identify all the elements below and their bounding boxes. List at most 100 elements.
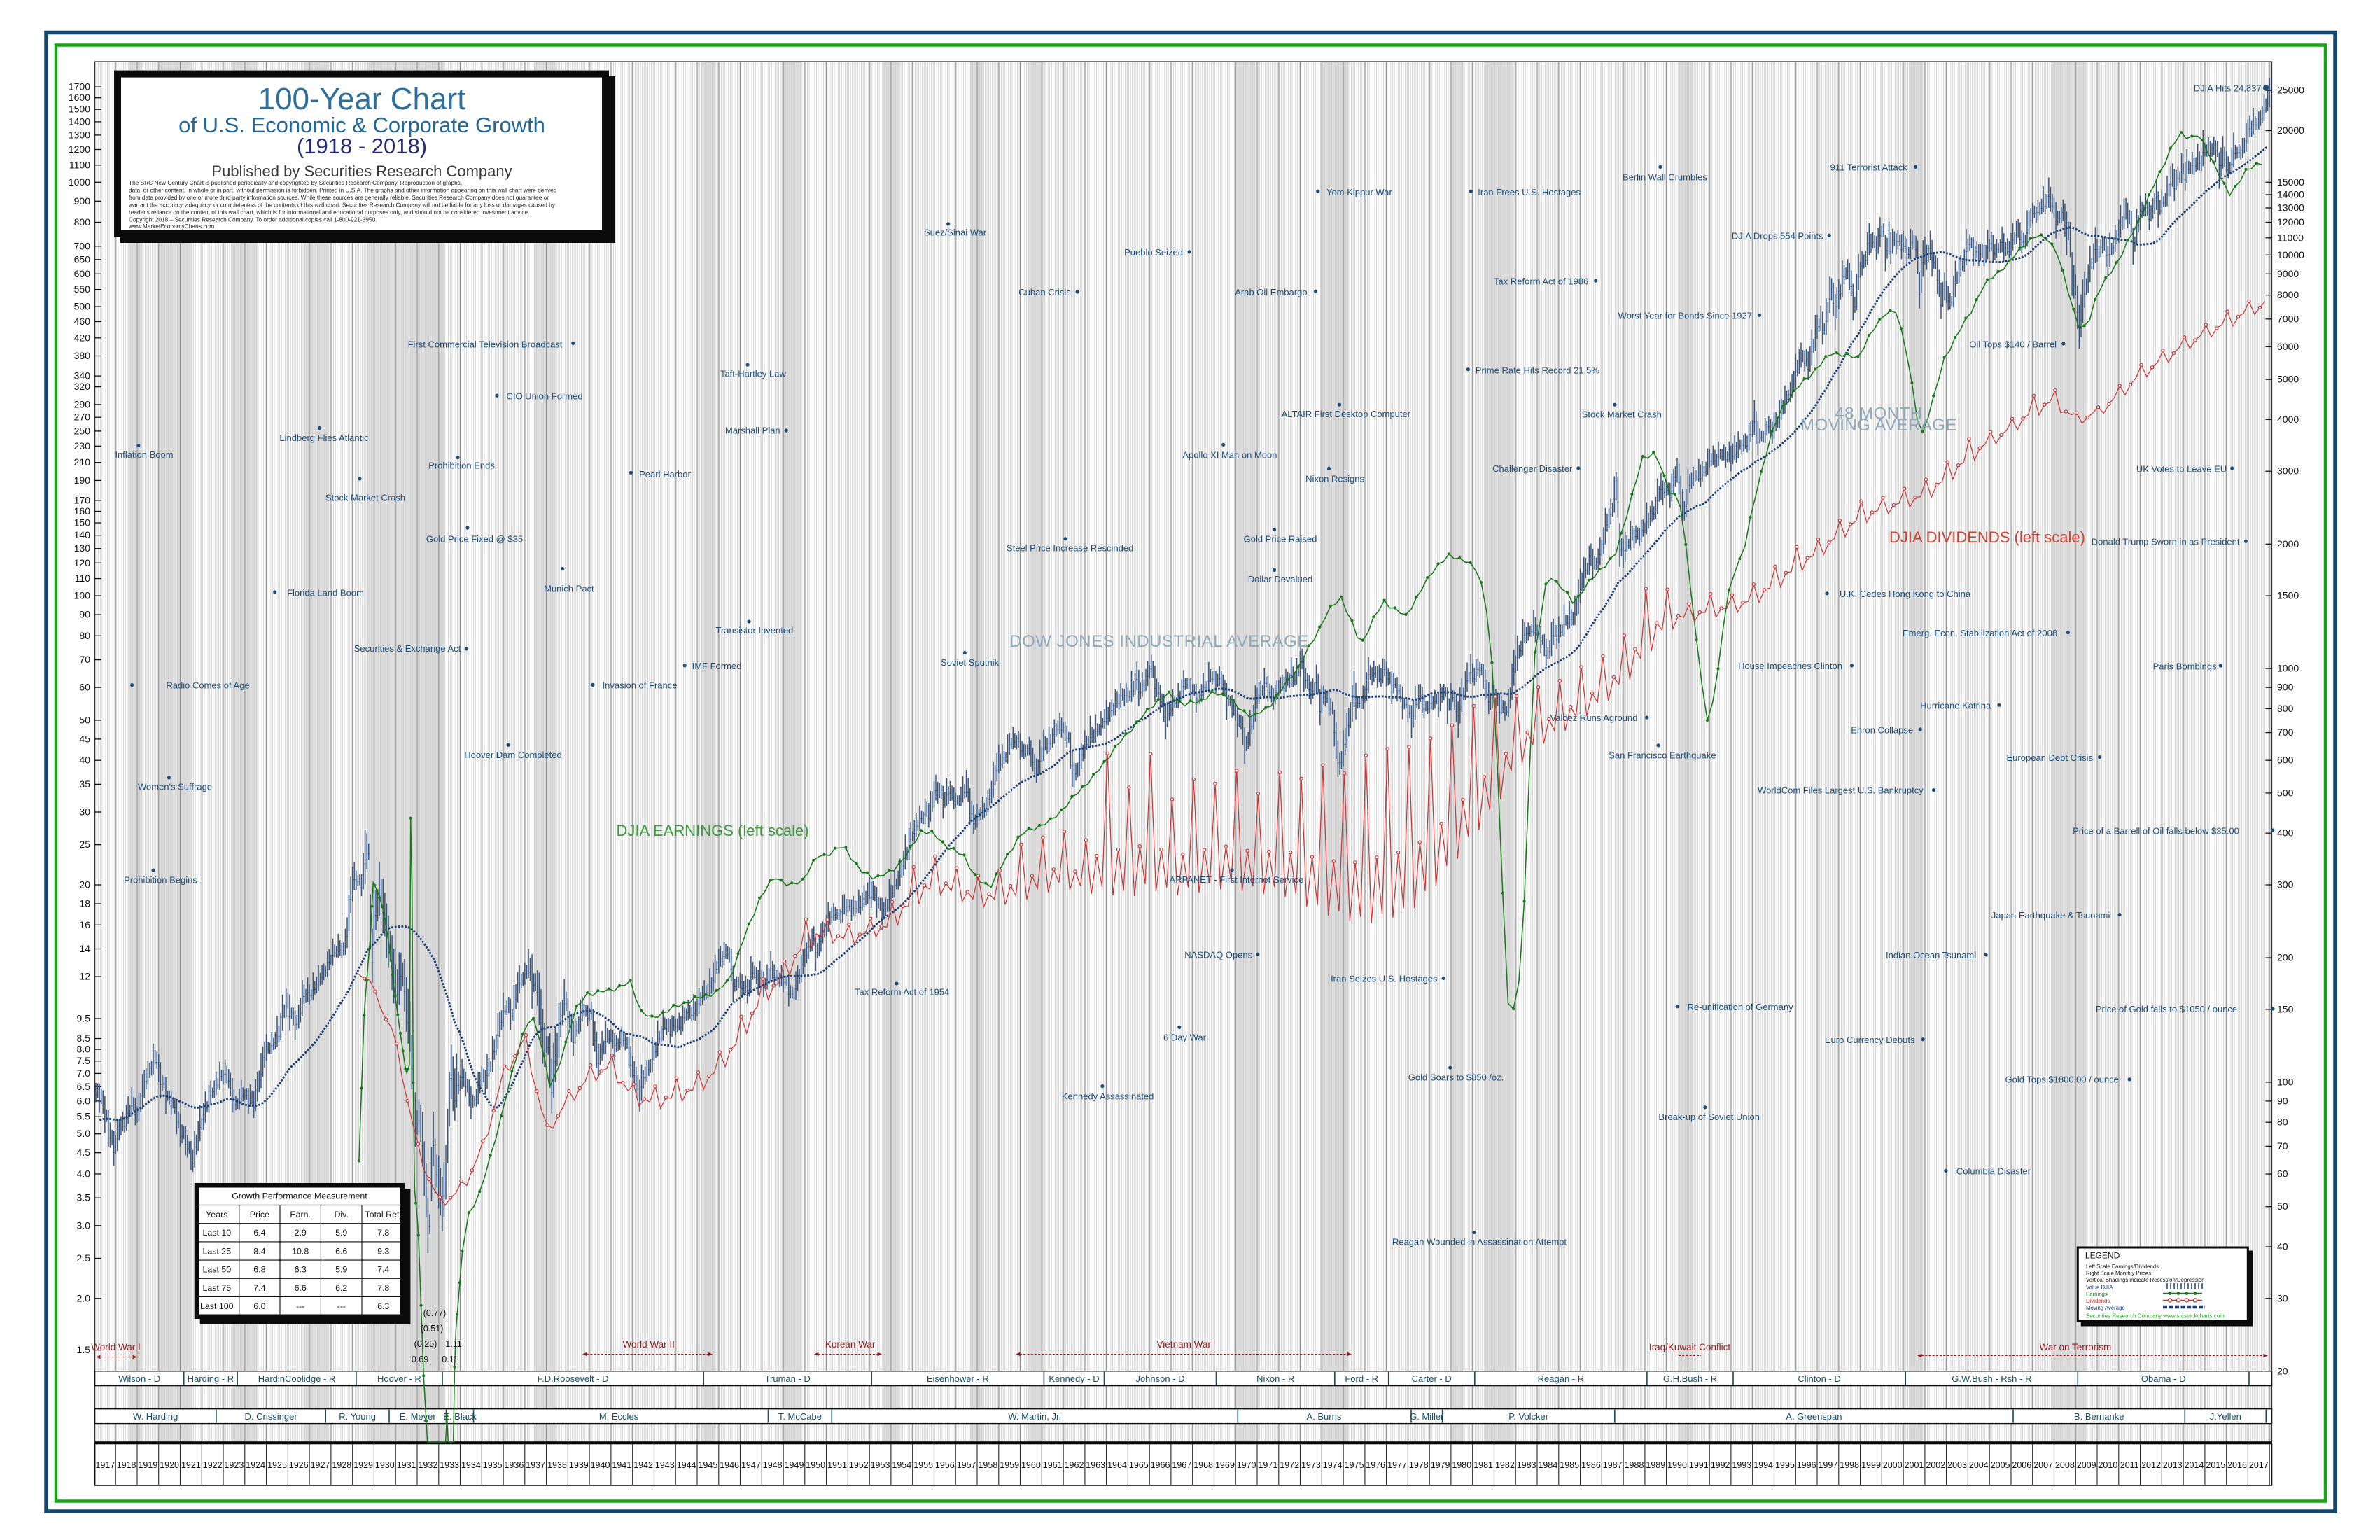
svg-text:600: 600 bbox=[74, 268, 91, 279]
svg-text:Ford - R: Ford - R bbox=[1345, 1373, 1378, 1384]
svg-text:ARPANET - First Internet Servi: ARPANET - First Internet Service bbox=[1170, 874, 1304, 885]
svg-text:1938: 1938 bbox=[547, 1460, 567, 1470]
svg-text:3.5: 3.5 bbox=[77, 1192, 91, 1203]
svg-text:Stock Market Crash: Stock Market Crash bbox=[1582, 410, 1662, 420]
svg-text:800: 800 bbox=[2277, 703, 2294, 714]
svg-text:1948: 1948 bbox=[763, 1460, 783, 1470]
svg-text:7.8: 7.8 bbox=[377, 1283, 389, 1293]
svg-text:4000: 4000 bbox=[2277, 414, 2299, 425]
svg-text:1956: 1956 bbox=[935, 1460, 955, 1470]
svg-text:1973: 1973 bbox=[1301, 1460, 1321, 1470]
svg-text:D. Crissinger: D. Crissinger bbox=[245, 1411, 298, 1422]
svg-text:World War II: World War II bbox=[623, 1339, 675, 1350]
svg-text:G.H.Bush - R: G.H.Bush - R bbox=[1663, 1373, 1717, 1384]
svg-text:Prohibition Begins: Prohibition Begins bbox=[124, 875, 197, 886]
svg-text:7.8: 7.8 bbox=[377, 1228, 389, 1238]
svg-text:Nixon - R: Nixon - R bbox=[1256, 1373, 1294, 1384]
svg-text:40: 40 bbox=[2277, 1241, 2288, 1252]
svg-text:W. Martin, Jr.: W. Martin, Jr. bbox=[1008, 1411, 1061, 1422]
svg-text:700: 700 bbox=[74, 240, 91, 251]
svg-text:Tax Reform Act of 1954: Tax Reform Act of 1954 bbox=[855, 987, 949, 997]
svg-text:2.0: 2.0 bbox=[77, 1292, 91, 1303]
svg-text:U.K. Cedes Hong Kong to China: U.K. Cedes Hong Kong to China bbox=[1840, 589, 1971, 599]
svg-text:M. Eccles: M. Eccles bbox=[599, 1411, 639, 1422]
svg-text:Indian Ocean Tsunami: Indian Ocean Tsunami bbox=[1886, 950, 1976, 960]
svg-text:Euro Currency Debuts: Euro Currency Debuts bbox=[1825, 1035, 1915, 1045]
svg-text:Worst Year for Bonds Since 192: Worst Year for Bonds Since 1927 bbox=[1618, 311, 1752, 321]
svg-text:Iran Seizes U.S. Hostages: Iran Seizes U.S. Hostages bbox=[1331, 974, 1438, 984]
svg-text:230: 230 bbox=[74, 440, 91, 451]
svg-text:Years: Years bbox=[206, 1210, 227, 1219]
svg-text:2002: 2002 bbox=[1926, 1460, 1945, 1470]
svg-text:1940: 1940 bbox=[591, 1460, 610, 1470]
svg-text:1933: 1933 bbox=[440, 1460, 459, 1470]
svg-text:Left Scale Earnings/Dividends: Left Scale Earnings/Dividends bbox=[2086, 1264, 2159, 1270]
svg-text:6.8: 6.8 bbox=[253, 1265, 265, 1275]
svg-text:35: 35 bbox=[79, 778, 90, 790]
svg-text:1500: 1500 bbox=[69, 104, 90, 115]
svg-text:5000: 5000 bbox=[2277, 374, 2299, 385]
svg-text:700: 700 bbox=[2277, 727, 2294, 738]
svg-text:Valdez Runs Aground: Valdez Runs Aground bbox=[1550, 713, 1638, 723]
svg-text:R. Young: R. Young bbox=[339, 1411, 376, 1422]
svg-text:25: 25 bbox=[79, 839, 90, 850]
svg-text:900: 900 bbox=[74, 195, 91, 206]
svg-text:460: 460 bbox=[74, 316, 91, 327]
svg-text:1943: 1943 bbox=[655, 1460, 675, 1470]
svg-text:6000: 6000 bbox=[2277, 341, 2299, 352]
svg-text:The SRC New Century Chart is p: The SRC New Century Chart is published p… bbox=[129, 179, 462, 186]
svg-text:Yom Kippur War: Yom Kippur War bbox=[1326, 187, 1392, 197]
svg-text:1994: 1994 bbox=[1754, 1460, 1773, 1470]
svg-text:1700: 1700 bbox=[69, 81, 90, 92]
svg-text:8.5: 8.5 bbox=[77, 1032, 91, 1044]
svg-text:1968: 1968 bbox=[1194, 1460, 1213, 1470]
svg-text:1964: 1964 bbox=[1107, 1460, 1127, 1470]
svg-text:2.5: 2.5 bbox=[77, 1252, 91, 1264]
svg-text:European Debt Crisis: European Debt Crisis bbox=[2007, 752, 2094, 763]
svg-text:1919: 1919 bbox=[138, 1460, 158, 1470]
svg-text:270: 270 bbox=[74, 412, 91, 423]
svg-text:1975: 1975 bbox=[1345, 1460, 1364, 1470]
svg-text:Steel Price Increase Rescinded: Steel Price Increase Rescinded bbox=[1007, 543, 1133, 554]
svg-text:1976: 1976 bbox=[1366, 1460, 1385, 1470]
svg-text:1925: 1925 bbox=[267, 1460, 287, 1470]
svg-text:1982: 1982 bbox=[1495, 1460, 1515, 1470]
svg-text:200: 200 bbox=[2277, 952, 2294, 963]
svg-text:20000: 20000 bbox=[2277, 125, 2304, 136]
svg-text:Iran Frees U.S. Hostages: Iran Frees U.S. Hostages bbox=[1478, 187, 1581, 197]
svg-text:4.5: 4.5 bbox=[77, 1147, 91, 1158]
svg-text:Munich Pact: Munich Pact bbox=[544, 584, 594, 594]
svg-text:Gold Price Fixed @ $35: Gold Price Fixed @ $35 bbox=[426, 534, 523, 545]
svg-text:5.9: 5.9 bbox=[335, 1265, 347, 1275]
svg-text:8.0: 8.0 bbox=[77, 1044, 91, 1055]
svg-text:1000: 1000 bbox=[2277, 663, 2299, 674]
svg-text:Pearl Harbor: Pearl Harbor bbox=[639, 469, 691, 479]
svg-text:DJIA Hits 24,837: DJIA Hits 24,837 bbox=[2194, 83, 2262, 94]
svg-text:Hoover Dam Completed: Hoover Dam Completed bbox=[464, 750, 561, 760]
svg-text:9.3: 9.3 bbox=[377, 1246, 389, 1256]
svg-text:Iraq/Kuwait Conflict: Iraq/Kuwait Conflict bbox=[1649, 1342, 1731, 1352]
svg-text:130: 130 bbox=[74, 542, 91, 554]
svg-text:Stock Market Crash: Stock Market Crash bbox=[326, 493, 405, 503]
svg-text:70: 70 bbox=[2277, 1140, 2288, 1152]
svg-text:1990: 1990 bbox=[1667, 1460, 1687, 1470]
svg-text:7000: 7000 bbox=[2277, 313, 2299, 324]
svg-text:Marshall Plan: Marshall Plan bbox=[725, 426, 780, 436]
svg-text:13000: 13000 bbox=[2277, 202, 2304, 214]
svg-text:Challenger Disaster: Challenger Disaster bbox=[1492, 463, 1573, 474]
svg-text:Reagan - R: Reagan - R bbox=[1538, 1373, 1584, 1384]
svg-text:Vietnam War: Vietnam War bbox=[1157, 1339, 1212, 1350]
svg-text:150: 150 bbox=[74, 517, 91, 528]
svg-text:20: 20 bbox=[79, 879, 90, 890]
svg-text:G. Miller: G. Miller bbox=[1410, 1411, 1444, 1422]
svg-text:NASDAQ Opens: NASDAQ Opens bbox=[1184, 950, 1252, 960]
svg-text:Donald Trump Sworn in as Presi: Donald Trump Sworn in as President bbox=[2092, 537, 2240, 547]
svg-text:2008: 2008 bbox=[2055, 1460, 2075, 1470]
svg-text:1932: 1932 bbox=[418, 1460, 438, 1470]
svg-text:HardinCoolidge - R: HardinCoolidge - R bbox=[258, 1373, 336, 1384]
svg-text:80: 80 bbox=[79, 630, 90, 641]
svg-text:Kennedy Assassinated: Kennedy Assassinated bbox=[1062, 1091, 1154, 1102]
svg-text:Pueblo Seized: Pueblo Seized bbox=[1124, 247, 1183, 258]
svg-text:0.69: 0.69 bbox=[412, 1354, 428, 1364]
svg-text:1931: 1931 bbox=[397, 1460, 416, 1470]
